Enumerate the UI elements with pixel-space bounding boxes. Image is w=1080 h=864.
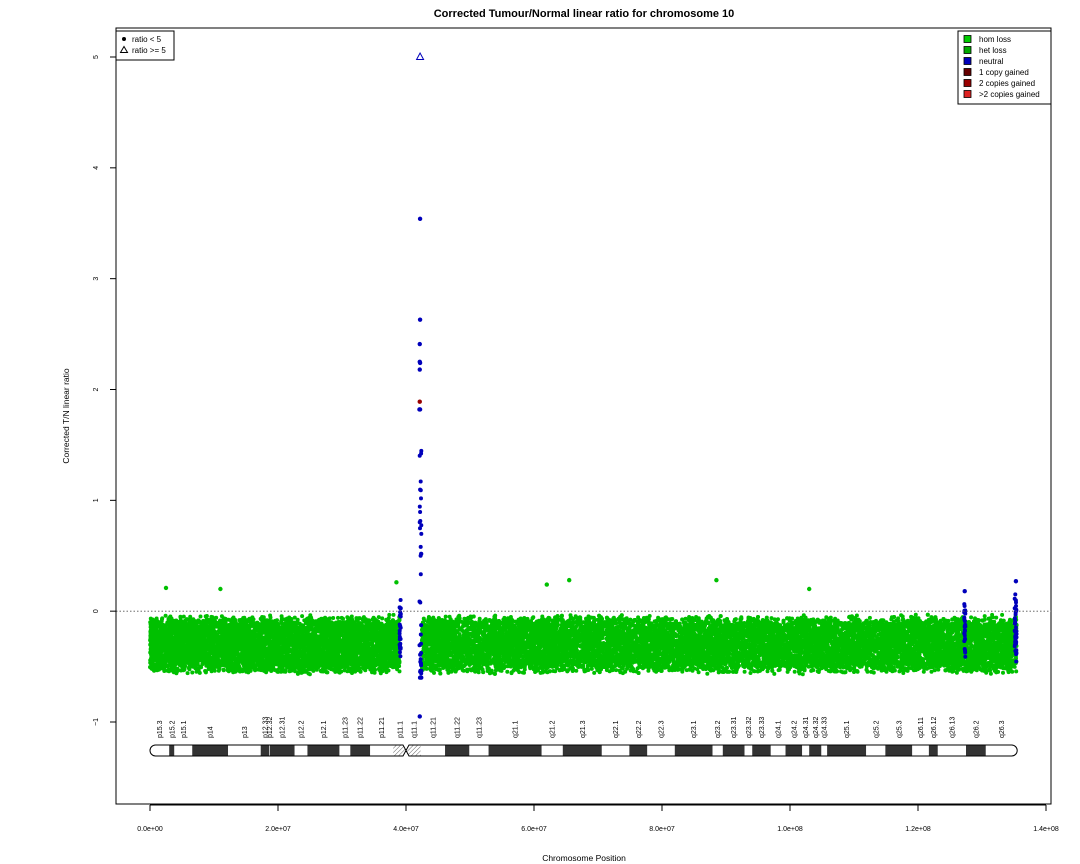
data-point (242, 615, 247, 620)
data-point (204, 661, 209, 666)
data-point (348, 625, 353, 630)
chart-title: Corrected Tumour/Normal linear ratio for… (434, 8, 735, 20)
data-point (217, 666, 222, 671)
data-point (264, 659, 269, 664)
data-point (227, 668, 232, 673)
data-point (148, 638, 153, 643)
data-point (339, 632, 344, 637)
data-point (229, 650, 234, 655)
data-point (336, 615, 340, 620)
data-point (185, 638, 190, 643)
data-point (361, 615, 366, 620)
data-point (329, 666, 333, 671)
data-point (358, 640, 363, 645)
data-point (301, 623, 306, 628)
data-point (192, 655, 197, 660)
data-point (162, 643, 167, 648)
data-point (185, 671, 190, 676)
data-point (380, 616, 385, 621)
data-point (336, 620, 341, 625)
data-point (216, 660, 221, 665)
data-point (348, 620, 353, 625)
data-point (214, 615, 219, 620)
data-point (183, 660, 187, 664)
data-point (357, 645, 362, 650)
data-point (289, 668, 294, 673)
data-point (148, 622, 153, 627)
data-point (333, 654, 338, 659)
data-point (168, 649, 173, 653)
data-point (327, 616, 332, 621)
data-point (169, 634, 174, 639)
data-point (267, 667, 272, 672)
data-point (305, 631, 310, 636)
data-point (190, 670, 195, 675)
data-point (269, 635, 274, 639)
data-point (361, 643, 366, 648)
data-point (211, 664, 215, 669)
data-point (389, 644, 394, 649)
data-point (163, 613, 168, 618)
data-point (166, 645, 171, 649)
data-point (290, 663, 295, 668)
data-point (316, 634, 320, 639)
data-point (152, 620, 157, 625)
data-point (185, 617, 190, 622)
data-point (298, 667, 303, 672)
data-point (257, 667, 262, 672)
data-point (203, 638, 208, 643)
data-point (189, 618, 194, 623)
data-point (292, 615, 297, 620)
plot-frame (115, 27, 1052, 805)
data-point (339, 615, 344, 620)
data-point (218, 618, 223, 623)
data-point (287, 642, 291, 647)
data-point (204, 614, 209, 618)
data-point (213, 636, 218, 641)
data-point (221, 667, 226, 672)
data-point (372, 621, 376, 626)
data-point (255, 651, 260, 656)
data-point (260, 615, 265, 619)
data-point (217, 627, 222, 632)
data-point (331, 616, 336, 620)
data-point (373, 658, 378, 663)
data-point (311, 668, 316, 673)
data-point (223, 618, 228, 623)
data-point (286, 664, 291, 668)
data-point (318, 662, 323, 667)
data-point (273, 660, 278, 665)
data-point (295, 617, 300, 622)
data-point (337, 670, 342, 675)
data-points (148, 448, 1019, 680)
data-point (160, 666, 165, 671)
data-point (388, 664, 393, 668)
data-point (195, 623, 199, 628)
data-point (199, 621, 204, 625)
data-point (300, 614, 305, 619)
data-point (376, 615, 381, 620)
data-point (393, 665, 398, 670)
data-point (152, 667, 157, 672)
data-point (238, 669, 242, 674)
data-point (278, 666, 283, 670)
data-point (257, 627, 262, 632)
data-point (233, 669, 238, 674)
data-point (198, 614, 203, 619)
data-point (306, 662, 311, 666)
data-point (279, 662, 284, 667)
data-point (283, 669, 288, 674)
data-point (283, 621, 288, 625)
data-point (345, 639, 350, 644)
data-point (225, 662, 230, 667)
data-point (303, 636, 308, 641)
data-point (189, 639, 193, 643)
data-point (372, 670, 377, 675)
data-point (203, 669, 208, 674)
series-het-loss-0 (148, 612, 402, 677)
